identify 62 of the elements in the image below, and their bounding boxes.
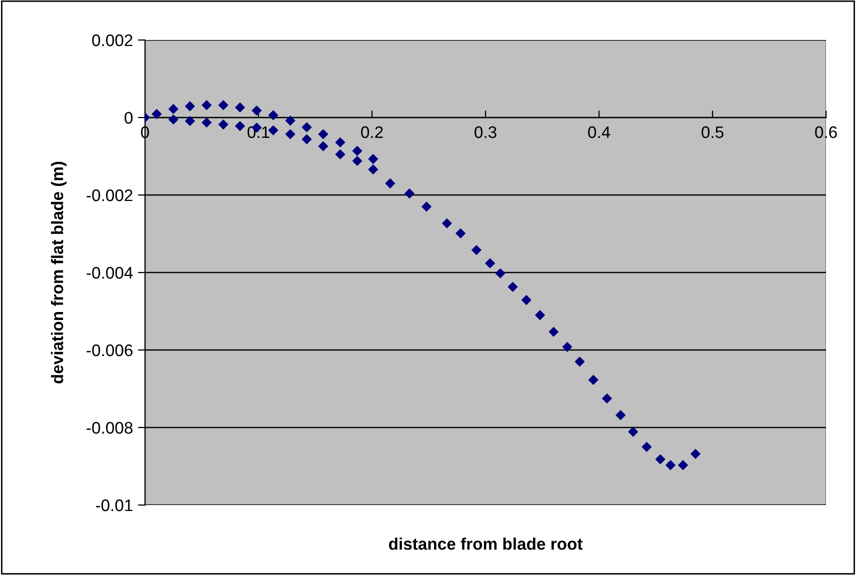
y-tick-label: -0.01 (96, 499, 132, 512)
y-tick-label: 0.002 (92, 34, 132, 46)
point (218, 100, 228, 110)
point (548, 326, 559, 337)
point (352, 146, 362, 156)
point (318, 141, 328, 152)
point (690, 448, 700, 459)
y-tick-label: -0.004 (86, 266, 133, 279)
point (352, 156, 362, 166)
point (442, 218, 452, 228)
point (152, 109, 162, 119)
point (202, 118, 212, 128)
point (535, 310, 545, 320)
point (422, 202, 432, 212)
point (495, 268, 506, 278)
point (268, 110, 278, 120)
point (588, 374, 598, 385)
point (335, 137, 346, 148)
point (602, 394, 612, 404)
point (302, 122, 312, 132)
x-axis-title: distance from blade root (388, 538, 583, 550)
point (574, 356, 585, 367)
x-tick-label: 0.5 (702, 126, 724, 138)
x-tick-label: 0.6 (815, 126, 837, 138)
x-tick-label: 0.3 (474, 126, 496, 138)
y-tick-label: -0.008 (86, 422, 132, 434)
point (185, 101, 195, 112)
point (655, 454, 666, 464)
point (562, 342, 572, 352)
point (252, 106, 262, 116)
point (368, 154, 378, 164)
point (521, 295, 532, 305)
point (235, 121, 245, 131)
point (404, 188, 414, 198)
point (318, 129, 328, 140)
y-tick-label: -0.006 (86, 344, 132, 356)
y-axis-title: deviation from flat blade (m) (50, 162, 67, 384)
point (616, 410, 626, 420)
point (456, 228, 466, 238)
y-tick-label: -0.002 (86, 189, 132, 202)
x-tick-label: 0.4 (588, 126, 610, 138)
point (335, 149, 346, 160)
point (666, 460, 676, 470)
point (168, 104, 178, 114)
point (385, 178, 396, 188)
point (285, 116, 296, 126)
point (508, 282, 518, 292)
point (218, 120, 228, 130)
point (642, 442, 652, 452)
y-tick-label: 0 (124, 112, 133, 124)
point (168, 114, 178, 124)
point (235, 102, 245, 112)
x-tick-label: 0.2 (361, 126, 383, 138)
point (285, 129, 296, 140)
point (302, 134, 312, 144)
point (202, 100, 212, 110)
point (185, 116, 195, 126)
point (628, 426, 638, 437)
point (471, 245, 482, 255)
point (368, 164, 378, 174)
point (678, 460, 688, 470)
point (485, 258, 496, 268)
